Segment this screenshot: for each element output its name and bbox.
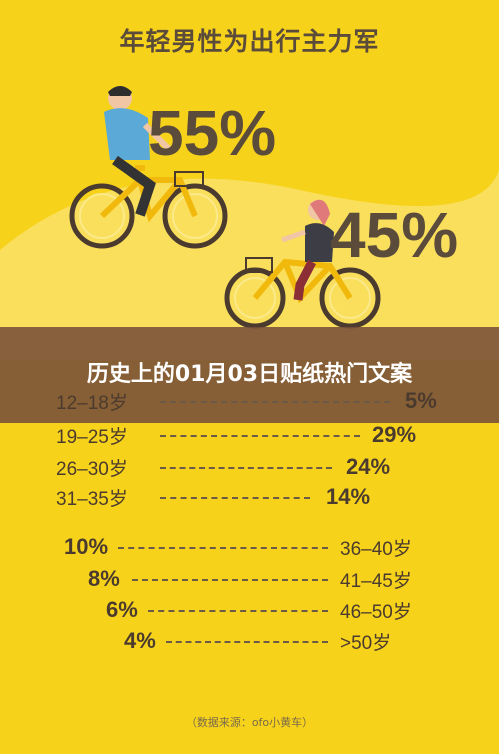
age-label: 41–45岁 [340,571,412,592]
dash-line [118,547,328,549]
female-bicycle-icon [224,257,381,329]
age-value: 6% [106,597,138,622]
age-row: 12–18岁 5% [0,388,499,414]
age-value: 4% [124,628,156,653]
age-value: 5% [405,388,437,413]
age-row: 6% 46–50岁 [0,597,499,623]
age-row: 8% 41–45岁 [0,566,499,592]
dash-line [160,497,310,499]
age-label: 36–40岁 [340,539,412,560]
dash-line [132,579,328,581]
age-label: 46–50岁 [340,602,412,623]
age-value: 8% [88,566,120,591]
female-rider-icon [281,199,334,301]
bicycle-illustration [0,86,499,360]
headline-text: 历史上的01月03日贴纸热门文案 [86,362,413,387]
age-row: 10% 36–40岁 [0,534,499,560]
female-percent: 45% [330,199,459,271]
age-value: 29% [372,422,417,447]
age-value: 24% [346,454,391,479]
age-label: 31–35岁 [56,489,128,510]
data-source-note: （数据来源：ofo小黄车） [185,716,314,729]
age-row: 31–35岁 14% [0,484,499,510]
dash-line [160,467,332,469]
headline-banner: 历史上的01月03日贴纸热门文案 [0,327,499,423]
age-row: 26–30岁 24% [0,454,499,480]
male-percent: 55% [148,97,277,169]
age-label: >50岁 [340,633,392,654]
age-label: 19–25岁 [56,427,128,448]
age-label: 12–18岁 [56,393,128,414]
age-value: 10% [64,534,109,559]
poster-title: 年轻男性为出行主力军 [119,27,380,56]
age-row: 4% >50岁 [0,628,499,654]
male-rider-icon [104,86,173,217]
age-label: 26–30岁 [56,459,128,480]
dash-line [160,401,390,403]
age-row: 19–25岁 29% [0,422,499,448]
dash-line [166,641,328,643]
dash-line [148,610,328,612]
age-value: 14% [326,484,371,509]
dash-line [160,435,360,437]
